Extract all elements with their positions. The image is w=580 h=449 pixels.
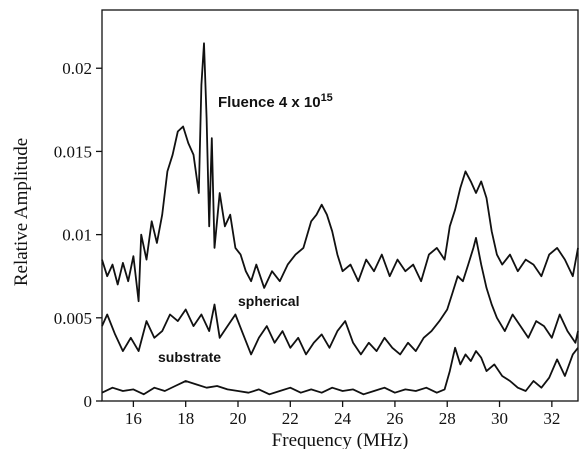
x-tick-label: 26: [386, 409, 403, 428]
annotation-substrate: substrate: [158, 349, 221, 365]
x-tick-label: 16: [125, 409, 142, 428]
axis-ticks: 16 18 20 22 24 26 28 30 32 0 0.005 0.01 0.015 0.02: [54, 59, 561, 428]
x-tick-label: 18: [177, 409, 194, 428]
x-tick-label: 28: [439, 409, 456, 428]
series-line-1: [101, 42, 579, 303]
x-tick-label: 32: [543, 409, 560, 428]
series-line-3: [101, 346, 579, 396]
y-tick-label: 0.02: [62, 59, 92, 78]
x-tick-label: 22: [282, 409, 299, 428]
x-tick-label: 20: [230, 409, 247, 428]
annotation-fluence-text: Fluence 4 x 10: [218, 94, 321, 111]
annotation-fluence-exponent: 15: [321, 92, 333, 104]
series-line-2: [101, 236, 579, 356]
x-tick-label: 30: [491, 409, 508, 428]
x-tick-label: 24: [334, 409, 352, 428]
plot-lines: [101, 42, 579, 396]
plot-frame: [101, 9, 579, 402]
y-tick-label: 0: [84, 392, 93, 411]
y-axis-label: Relative Amplitude: [11, 138, 32, 286]
annotation-spherical: spherical: [238, 293, 299, 309]
x-axis-label: Frequency (MHz): [272, 430, 409, 449]
annotation-fluence: Fluence 4 x 1015: [218, 92, 333, 111]
y-tick-label: 0.015: [54, 142, 92, 161]
y-tick-label: 0.005: [54, 309, 92, 328]
y-tick-label: 0.01: [62, 226, 92, 245]
